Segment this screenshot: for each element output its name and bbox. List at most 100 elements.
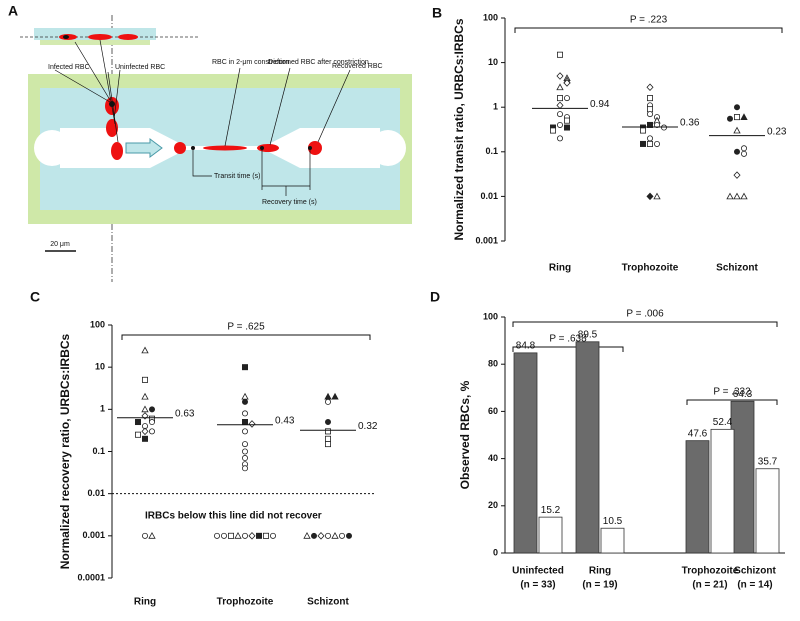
y-tick-label: 1: [493, 102, 498, 112]
y-tick-label: 10: [488, 57, 498, 67]
diagram: A Infected RBC Uninfected RBC RBC in 2-μ…: [8, 3, 412, 282]
point: [134, 419, 141, 426]
point: [564, 117, 571, 124]
y-tick-label: 0.001: [475, 235, 498, 245]
diagram-label: Transit time (s): [214, 173, 260, 180]
point: [248, 420, 256, 428]
point: [646, 83, 654, 92]
point: [248, 532, 256, 540]
bar: [600, 527, 625, 554]
point: [557, 121, 564, 128]
bracket: [512, 321, 778, 327]
timing-lines: [192, 148, 311, 196]
point: [148, 406, 155, 413]
y-tick-label: 100: [483, 12, 498, 22]
point: [646, 192, 654, 201]
annotation: P = .223: [630, 15, 668, 26]
point: [741, 150, 748, 157]
x-tick-label: Schizont: [716, 263, 758, 274]
x-tick-label: Ring: [549, 263, 571, 274]
value-label: 52.4: [713, 417, 733, 428]
cell: [118, 34, 138, 40]
point: [141, 376, 148, 383]
y-tick-label: 100: [483, 311, 498, 321]
point: [220, 532, 227, 539]
x-tick-sublabel: (n = 14): [737, 580, 772, 591]
point: [324, 428, 331, 435]
point: [741, 145, 748, 152]
value-label: 84.8: [516, 341, 536, 352]
leader-lines: [54, 39, 351, 147]
x-tick-sublabel: (n = 21): [692, 580, 727, 591]
y-axis-title: Normalized transit ratio, URBCs:IRBCs: [452, 18, 466, 240]
point: [564, 95, 571, 102]
point: [141, 427, 149, 436]
point: [141, 435, 148, 442]
point: [241, 465, 248, 472]
point: [556, 101, 564, 110]
panel-label: C: [30, 289, 40, 305]
y-axis-title: Observed RBCs, %: [458, 380, 472, 489]
point: [324, 441, 331, 448]
point: [241, 428, 248, 435]
point: [234, 531, 242, 539]
median-label: 0.63: [175, 408, 195, 419]
point: [324, 398, 331, 405]
point: [241, 398, 248, 405]
point: [241, 455, 248, 462]
bar: [575, 341, 600, 554]
top-substrate: [40, 40, 150, 45]
y-tick-label: 0.1: [92, 446, 105, 456]
scale-label: 20 μm: [50, 241, 70, 248]
value-label: 35.7: [758, 456, 778, 467]
point: [134, 431, 141, 438]
x-tick-sublabel: (n = 33): [520, 580, 555, 591]
point: [734, 148, 741, 155]
bar: [685, 440, 710, 554]
cell: [88, 34, 112, 40]
panel-label: B: [432, 5, 442, 21]
value-label: 10.5: [603, 516, 623, 527]
point: [141, 392, 149, 400]
point: [556, 83, 564, 91]
point: [148, 531, 156, 539]
x-tick-label: Ring: [589, 566, 611, 577]
bar: [538, 516, 563, 554]
x-tick-label: Uninfected: [512, 566, 564, 577]
point: [557, 111, 564, 118]
point: [310, 532, 317, 539]
point: [241, 441, 248, 448]
point: [726, 192, 734, 200]
point: [740, 113, 748, 120]
x-tick-label: Schizont: [307, 597, 349, 608]
point: [550, 127, 557, 134]
value-label: 64.3: [733, 389, 753, 400]
parasite: [63, 35, 69, 39]
point: [640, 127, 647, 134]
point: [324, 419, 331, 426]
point: [241, 392, 249, 400]
y-tick-label: 1: [100, 404, 105, 414]
median-label: 0.94: [590, 99, 610, 110]
y-tick-label: 10: [95, 362, 105, 372]
point: [141, 405, 149, 413]
cell: [308, 141, 322, 155]
panel-label: D: [430, 289, 440, 305]
y-tick-label: 60: [488, 406, 498, 416]
diagram-label: Uninfected RBC: [115, 64, 165, 71]
y-tick-label: 20: [488, 500, 498, 510]
point: [647, 135, 654, 142]
annotation: P = .332: [713, 387, 751, 398]
x-tick-label: Ring: [134, 597, 156, 608]
bracket: [686, 399, 778, 405]
y-tick-label: 0.0001: [77, 572, 105, 582]
point: [647, 111, 654, 118]
point: [324, 392, 332, 400]
y-tick-label: 80: [488, 359, 498, 369]
median-label: 0.32: [358, 421, 378, 432]
value-label: 15.2: [541, 505, 561, 516]
value-label: 89.5: [578, 329, 598, 340]
